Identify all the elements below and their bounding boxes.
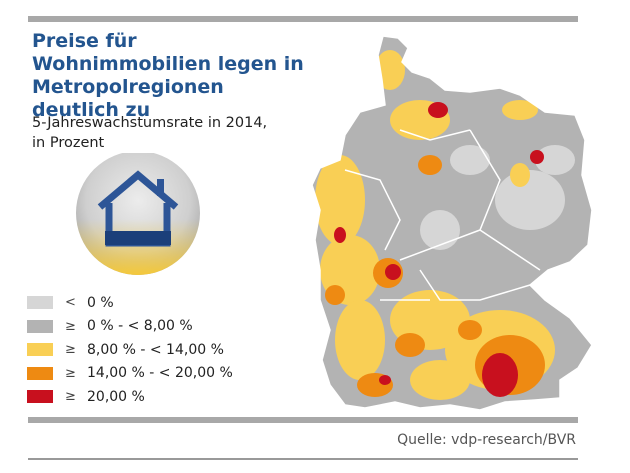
house-icon bbox=[76, 153, 200, 275]
footer-line bbox=[28, 458, 578, 460]
subtitle-line: in Prozent bbox=[32, 135, 105, 151]
legend-item: <0 % bbox=[27, 291, 233, 315]
bottom-divider bbox=[28, 417, 578, 423]
legend-symbol: ≥ bbox=[65, 342, 76, 358]
subtitle: 5-Jahreswachstumsrate in 2014, in Prozen… bbox=[32, 113, 267, 153]
legend-item: ≥8,00 % - < 14,00 % bbox=[27, 338, 233, 362]
top-divider bbox=[28, 16, 578, 22]
region-patches bbox=[315, 50, 575, 400]
legend-label: 14,00 % - < 20,00 % bbox=[87, 365, 233, 382]
page-title: Preise für Wohnimmobilien legen in Metro… bbox=[32, 30, 304, 121]
state-borders bbox=[344, 129, 541, 301]
legend-symbol: < bbox=[65, 295, 76, 311]
legend-swatch bbox=[27, 319, 53, 333]
legend-item: ≥20,00 % bbox=[27, 385, 233, 409]
legend-label: 20,00 % bbox=[87, 388, 145, 405]
legend-swatch bbox=[27, 390, 53, 404]
legend-swatch bbox=[27, 366, 53, 380]
legend-item: ≥0 % - < 8,00 % bbox=[27, 315, 233, 339]
legend-symbol: ≥ bbox=[65, 389, 76, 405]
subtitle-line: 5-Jahreswachstumsrate in 2014, bbox=[32, 115, 268, 131]
germany-map bbox=[311, 35, 593, 411]
legend-item: ≥14,00 % - < 20,00 % bbox=[27, 362, 233, 386]
legend-label: 0 % bbox=[87, 294, 114, 311]
legend: <0 % ≥0 % - < 8,00 % ≥8,00 % - < 14,00 %… bbox=[27, 291, 233, 409]
source-label: Quelle: vdp-research/BVR bbox=[397, 432, 576, 448]
legend-label: 8,00 % - < 14,00 % bbox=[87, 341, 224, 358]
legend-symbol: ≥ bbox=[65, 365, 76, 381]
legend-swatch bbox=[27, 343, 53, 357]
legend-label: 0 % - < 8,00 % bbox=[87, 318, 193, 335]
legend-swatch bbox=[27, 296, 53, 310]
legend-symbol: ≥ bbox=[65, 318, 76, 334]
